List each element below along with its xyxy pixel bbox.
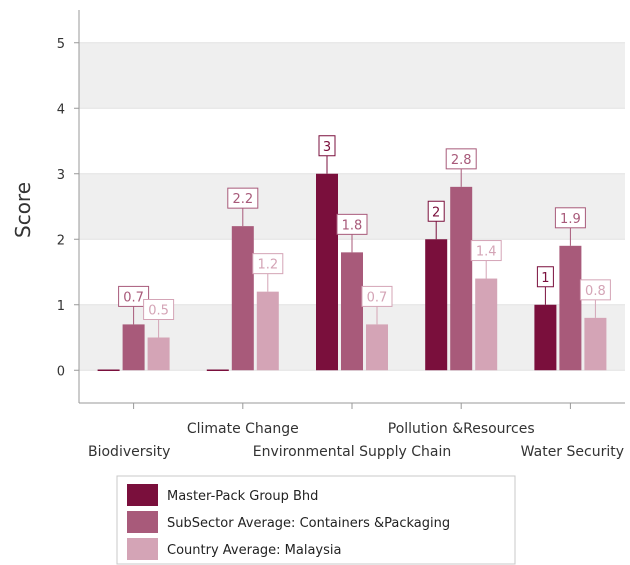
bar (534, 304, 557, 371)
data-label: 1.8 (342, 218, 363, 233)
y-tick-label: 4 (57, 102, 65, 117)
bar (366, 324, 388, 371)
data-label: 3 (323, 140, 331, 155)
bar (231, 226, 254, 371)
data-label-box (536, 266, 554, 288)
legend-swatch (127, 538, 158, 560)
bar (450, 186, 473, 371)
data-label-box (252, 253, 284, 275)
legend-box (116, 475, 516, 565)
data-label: 1.9 (560, 212, 581, 227)
data-label: 2.2 (232, 192, 253, 207)
data-label-box (227, 187, 259, 209)
legend: Master-Pack Group Bhd SubSector Average: … (116, 475, 516, 565)
legend-swatch (127, 511, 158, 533)
data-label-box (470, 240, 502, 262)
data-label: 0.7 (367, 290, 388, 305)
data-label-box (143, 299, 175, 320)
data-label-box (579, 279, 611, 301)
y-axis-label: Score (11, 182, 35, 238)
legend-swatch (127, 484, 158, 506)
data-label: 1 (541, 271, 549, 286)
data-label: 0.8 (585, 284, 606, 299)
data-label: 0.7 (123, 290, 144, 305)
x-tick-label: Climate Change (187, 421, 299, 437)
data-label: 1.2 (257, 258, 278, 273)
bar (122, 324, 145, 371)
data-label: 1.4 (476, 245, 497, 260)
y-tick-label: 3 (57, 168, 65, 183)
x-tick-label: Water Security (521, 444, 624, 460)
legend-label: Master-Pack Group Bhd (167, 489, 318, 504)
legend-label: Country Average: Malaysia (167, 543, 341, 558)
data-label-box (445, 148, 477, 170)
data-label-box (554, 207, 586, 229)
data-label-box (361, 285, 393, 307)
bar (475, 278, 498, 371)
data-labels: 3 2 1 0.7 2.2 1.8 2.8 1.9 0.5 1.2 0.7 1.4 0.8 (118, 135, 611, 338)
grid-band (79, 42, 625, 109)
bar (256, 291, 279, 371)
data-label-box (427, 200, 445, 222)
x-tick-label: Environmental Supply Chain (253, 444, 451, 460)
data-label: 2 (432, 205, 440, 220)
bar (559, 245, 582, 371)
bars (97, 173, 607, 371)
data-label-box (318, 135, 336, 157)
bar (341, 252, 363, 371)
bar (584, 317, 607, 371)
y-tick-label: 5 (57, 37, 65, 52)
bar (316, 173, 338, 371)
data-label: 0.5 (148, 304, 169, 319)
x-tick-label: Pollution &Resources (388, 421, 535, 437)
y-tick-label: 1 (57, 299, 65, 314)
category-labels: Biodiversity Climate Change Environmental … (88, 403, 624, 460)
y-tick-label: 2 (57, 233, 65, 248)
data-label-box (336, 213, 368, 235)
bar (425, 239, 448, 371)
data-label: 2.8 (451, 153, 472, 168)
legend-label: SubSector Average: Containers &Packaging (167, 516, 450, 531)
y-tick-label: 0 (57, 364, 65, 379)
x-tick-label: Biodiversity (88, 444, 170, 460)
bar (147, 337, 170, 371)
data-label-box (118, 285, 150, 307)
